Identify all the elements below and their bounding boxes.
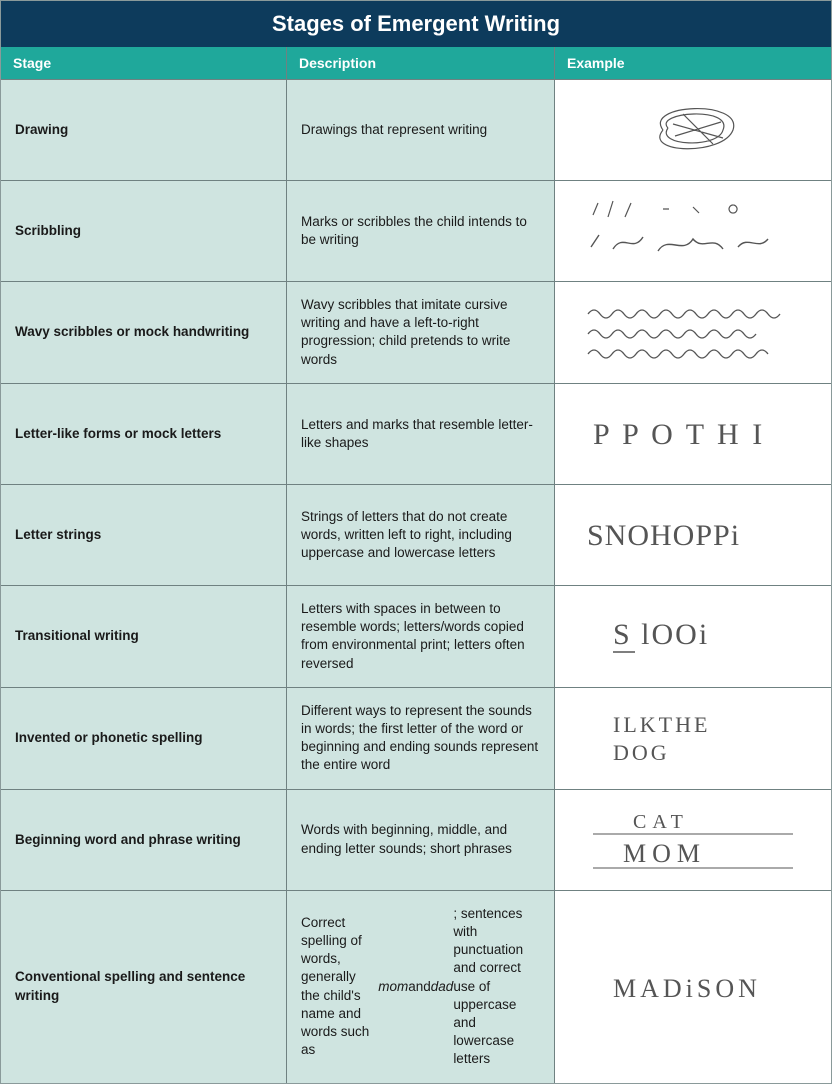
cell-description: Drawings that represent writing [287, 80, 555, 180]
cell-description: Letters with spaces in between to resemb… [287, 586, 555, 687]
table-row: Invented or phonetic spellingDifferent w… [1, 687, 831, 789]
table-row: Conventional spelling and sentence writi… [1, 890, 831, 1083]
cell-example [555, 181, 831, 281]
cell-example: MADiSON [555, 891, 831, 1083]
svg-text:SNOHOPPi: SNOHOPPi [587, 519, 740, 552]
cell-description: Wavy scribbles that imitate cursive writ… [287, 282, 555, 383]
table-row: Letter-like forms or mock lettersLetters… [1, 383, 831, 484]
cell-example [555, 282, 831, 383]
svg-text:CAT: CAT [633, 811, 689, 833]
cell-stage: Letter strings [1, 485, 287, 585]
cell-stage: Scribbling [1, 181, 287, 281]
cell-stage: Invented or phonetic spelling [1, 688, 287, 789]
cell-example: ILKTHE DOG [555, 688, 831, 789]
cell-stage: Wavy scribbles or mock handwriting [1, 282, 287, 383]
svg-text:S lOOi: S lOOi [613, 618, 709, 651]
svg-text:MADiSON: MADiSON [613, 974, 761, 1003]
cell-example [555, 80, 831, 180]
cell-stage: Conventional spelling and sentence writi… [1, 891, 287, 1083]
col-header-example: Example [555, 47, 831, 79]
cell-description: Strings of letters that do not create wo… [287, 485, 555, 585]
cell-stage: Drawing [1, 80, 287, 180]
table-row: DrawingDrawings that represent writing [1, 79, 831, 180]
cell-description: Marks or scribbles the child intends to … [287, 181, 555, 281]
table-row: ScribblingMarks or scribbles the child i… [1, 180, 831, 281]
cell-description: Words with beginning, middle, and ending… [287, 790, 555, 890]
cell-stage: Transitional writing [1, 586, 287, 687]
cell-stage: Letter-like forms or mock letters [1, 384, 287, 484]
svg-text:MOM: MOM [623, 839, 706, 868]
col-header-stage: Stage [1, 47, 287, 79]
cell-description: Letters and marks that resemble letter-l… [287, 384, 555, 484]
cell-example: CAT MOM [555, 790, 831, 890]
cell-example: S lOOi [555, 586, 831, 687]
cell-stage: Beginning word and phrase writing [1, 790, 287, 890]
table-row: Letter stringsStrings of letters that do… [1, 484, 831, 585]
svg-text:ILKTHE: ILKTHE [613, 712, 710, 737]
table-header-row: Stage Description Example [1, 47, 831, 79]
cell-description: Different ways to represent the sounds i… [287, 688, 555, 789]
cell-example: SNOHOPPi [555, 485, 831, 585]
svg-text:P P O T H I: P P O T H I [593, 418, 765, 451]
table-row: Transitional writingLetters with spaces … [1, 585, 831, 687]
cell-description: Correct spelling of words, generally the… [287, 891, 555, 1083]
table-row: Wavy scribbles or mock handwritingWavy s… [1, 281, 831, 383]
svg-text:DOG: DOG [613, 740, 670, 765]
table-row: Beginning word and phrase writingWords w… [1, 789, 831, 890]
emergent-writing-table: Stages of Emergent Writing Stage Descrip… [0, 0, 832, 1084]
col-header-description: Description [287, 47, 555, 79]
cell-example: P P O T H I [555, 384, 831, 484]
table-title: Stages of Emergent Writing [1, 1, 831, 47]
